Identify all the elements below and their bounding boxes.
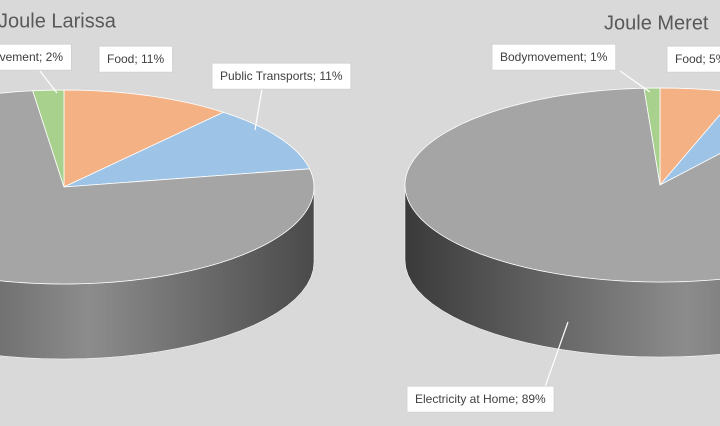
pie-slice [659, 114, 720, 186]
pie-slice [32, 89, 65, 188]
data-label: Electricity at Home; 89% [415, 392, 546, 406]
chart-title: Joule Larissa [0, 10, 117, 32]
pie-slice [63, 111, 311, 188]
data-label: Public Transports; 11% [220, 69, 343, 83]
data-label: Bodymovement; 2% [0, 50, 63, 64]
pie-sides [404, 184, 720, 358]
pie-slice [659, 87, 720, 187]
data-label-box [666, 45, 720, 73]
pie-tops [0, 89, 315, 285]
pie-chart: Food; 5% Electricity at Home; 89% Bodymove… [404, 12, 720, 413]
pie-slice [0, 90, 315, 285]
leader-line [544, 321, 569, 388]
slice-side [404, 184, 720, 358]
pie-tops [404, 87, 720, 283]
data-label: Food; 11% [107, 52, 164, 66]
data-label-box [98, 45, 173, 73]
data-label: Bodymovement; 1% [500, 50, 608, 64]
pie-slice [63, 89, 225, 188]
leader-line [39, 70, 58, 94]
data-label: Food; 5% [675, 52, 720, 66]
data-label-box [491, 43, 617, 71]
leader-line [254, 88, 263, 131]
pie-slice [404, 87, 720, 283]
pie-slice [643, 87, 661, 186]
data-label-box [0, 43, 72, 71]
pie-chart: Food; 11% Public Transports; 11% Bodymovem… [0, 10, 352, 360]
chart-title: Joule Meret [604, 12, 709, 34]
data-label-box [211, 62, 352, 90]
leader-line [619, 70, 651, 93]
data-label-box [406, 385, 555, 413]
